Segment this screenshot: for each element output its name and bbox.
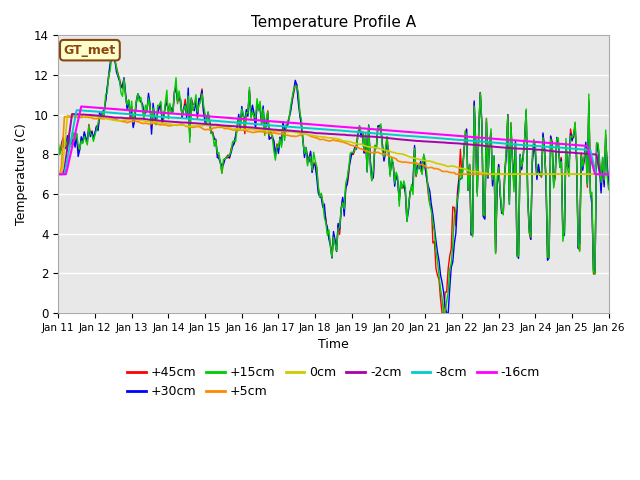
-8cm [159, 114, 166, 120]
+5cm [54, 171, 62, 177]
0cm [71, 113, 79, 119]
-16cm [70, 138, 77, 144]
+15cm [159, 114, 166, 120]
+30cm [108, 51, 116, 57]
-2cm [388, 136, 396, 142]
-16cm [605, 171, 612, 177]
+5cm [70, 113, 77, 119]
+45cm [438, 310, 446, 316]
-16cm [388, 128, 396, 133]
-16cm [400, 129, 408, 134]
-16cm [159, 110, 166, 116]
-2cm [54, 171, 62, 177]
+30cm [443, 310, 451, 316]
-2cm [605, 171, 612, 177]
0cm [605, 171, 612, 177]
-2cm [400, 137, 408, 143]
X-axis label: Time: Time [318, 338, 349, 351]
0cm [539, 171, 547, 177]
+15cm [54, 139, 62, 144]
+45cm [54, 144, 62, 150]
Line: +30cm: +30cm [58, 54, 609, 313]
+15cm [388, 155, 396, 160]
+5cm [539, 171, 547, 177]
+45cm [541, 146, 548, 152]
+30cm [388, 157, 396, 163]
-16cm [369, 126, 377, 132]
-2cm [539, 147, 547, 153]
Line: -2cm: -2cm [58, 114, 609, 174]
-8cm [54, 171, 62, 177]
-8cm [73, 107, 81, 113]
0cm [159, 120, 166, 126]
-8cm [388, 132, 396, 137]
+45cm [108, 52, 116, 58]
-16cm [539, 140, 547, 145]
-8cm [369, 131, 377, 136]
+30cm [369, 175, 377, 180]
+30cm [400, 182, 408, 188]
Line: 0cm: 0cm [58, 116, 609, 174]
-8cm [539, 144, 547, 149]
+15cm [400, 178, 408, 184]
Line: +15cm: +15cm [58, 50, 609, 313]
Title: Temperature Profile A: Temperature Profile A [251, 15, 416, 30]
+30cm [70, 137, 77, 143]
+5cm [369, 150, 377, 156]
-2cm [68, 111, 76, 117]
Y-axis label: Temperature (C): Temperature (C) [15, 123, 28, 225]
-16cm [54, 171, 62, 177]
+15cm [605, 187, 612, 192]
+15cm [440, 310, 447, 316]
Line: -16cm: -16cm [58, 107, 609, 174]
0cm [54, 171, 62, 177]
-2cm [159, 118, 166, 124]
0cm [388, 149, 396, 155]
+45cm [369, 175, 377, 180]
Line: +5cm: +5cm [58, 116, 609, 174]
+30cm [541, 146, 548, 152]
+15cm [109, 48, 117, 53]
-8cm [400, 133, 408, 139]
+45cm [70, 142, 77, 147]
-2cm [71, 111, 79, 117]
+30cm [54, 149, 62, 155]
0cm [400, 152, 408, 157]
+15cm [70, 130, 77, 136]
-2cm [369, 134, 377, 140]
+15cm [369, 167, 377, 173]
Legend: +45cm, +30cm, +15cm, +5cm, 0cm, -2cm, -8cm, -16cm: +45cm, +30cm, +15cm, +5cm, 0cm, -2cm, -8… [122, 361, 545, 403]
Text: GT_met: GT_met [64, 44, 116, 57]
Line: +45cm: +45cm [58, 55, 609, 313]
+30cm [159, 119, 166, 125]
-8cm [70, 123, 77, 129]
-8cm [605, 171, 612, 177]
+5cm [71, 114, 79, 120]
+45cm [388, 158, 396, 164]
+45cm [159, 120, 166, 126]
+5cm [605, 171, 612, 177]
+15cm [541, 152, 548, 157]
0cm [63, 113, 71, 119]
+45cm [605, 186, 612, 192]
+5cm [400, 159, 408, 165]
+5cm [388, 154, 396, 160]
Line: -8cm: -8cm [58, 110, 609, 174]
+45cm [400, 184, 408, 190]
+5cm [159, 121, 166, 127]
-16cm [77, 104, 85, 109]
+30cm [605, 183, 612, 189]
0cm [369, 144, 377, 150]
